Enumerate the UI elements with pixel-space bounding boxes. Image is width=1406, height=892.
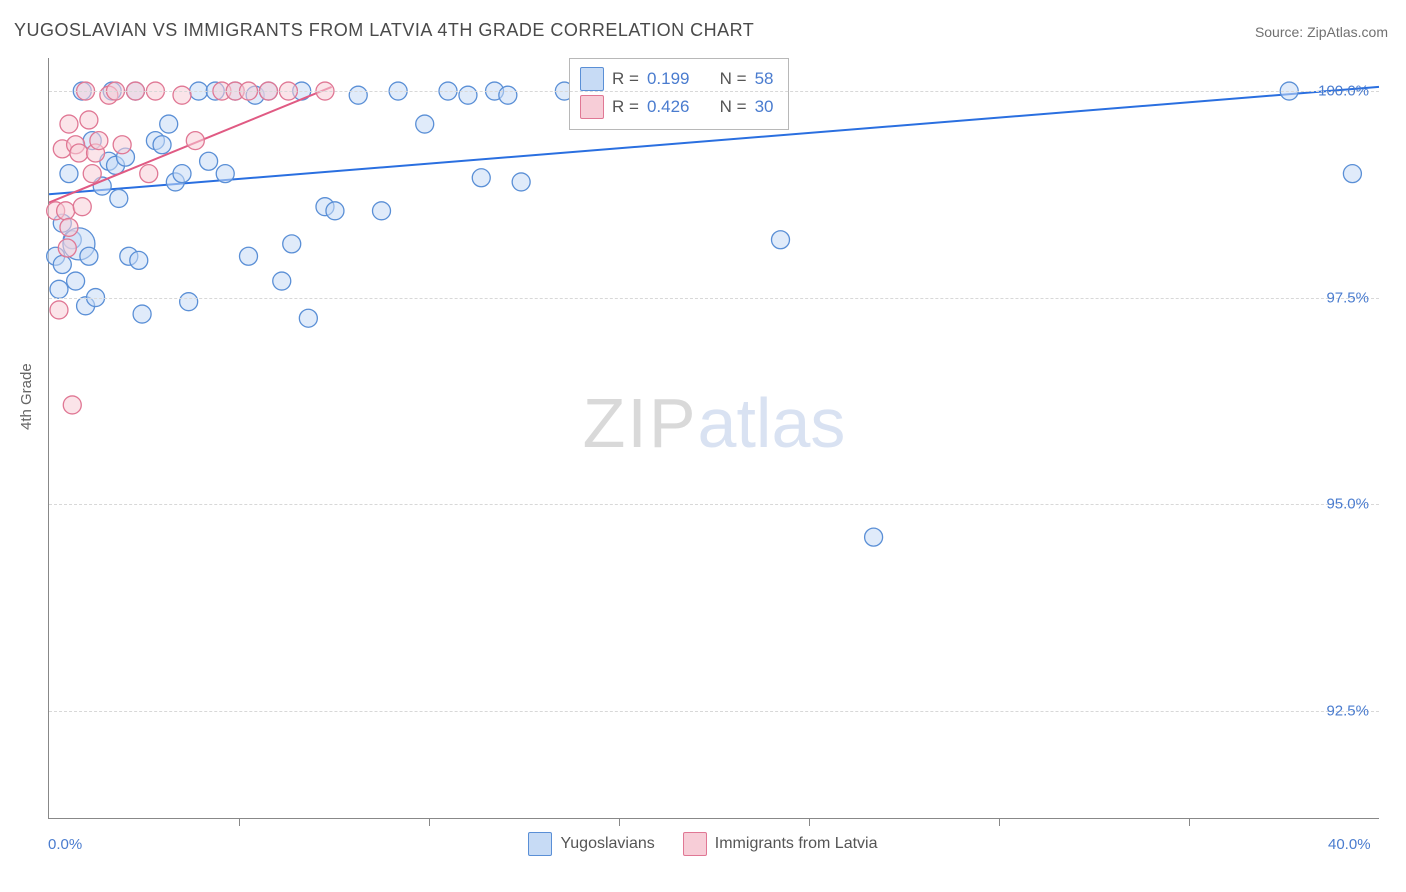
- x-tick-mark: [1189, 818, 1190, 826]
- data-point: [180, 293, 198, 311]
- gridline-h: [49, 504, 1379, 505]
- gridline-h: [49, 91, 1379, 92]
- data-point: [80, 111, 98, 129]
- correlation-statbox: R = 0.199 N = 58R = 0.426 N = 30: [569, 58, 789, 130]
- legend-label: Yugoslavians: [560, 835, 654, 853]
- data-point: [133, 305, 151, 323]
- data-point: [416, 115, 434, 133]
- data-point: [153, 136, 171, 154]
- data-point: [60, 115, 78, 133]
- y-tick-label: 97.5%: [1326, 289, 1369, 306]
- legend-swatch: [580, 95, 604, 119]
- data-point: [373, 202, 391, 220]
- legend-item: Immigrants from Latvia: [683, 832, 878, 856]
- data-point: [63, 396, 81, 414]
- plot-area: ZIPatlas R = 0.199 N = 58R = 0.426 N = 3…: [48, 58, 1379, 819]
- data-point: [200, 152, 218, 170]
- legend-label: Immigrants from Latvia: [715, 835, 878, 853]
- data-point: [50, 280, 68, 298]
- stat-label: R =: [612, 97, 639, 117]
- data-point: [160, 115, 178, 133]
- x-tick-label-right: 40.0%: [1328, 836, 1371, 853]
- data-point: [326, 202, 344, 220]
- data-point: [80, 247, 98, 265]
- gridline-h: [49, 298, 1379, 299]
- stat-label: N =: [720, 69, 747, 89]
- data-point: [60, 165, 78, 183]
- stat-label: N =: [720, 97, 747, 117]
- x-tick-mark: [999, 818, 1000, 826]
- stat-N-value: 58: [755, 69, 774, 89]
- chart-container: YUGOSLAVIAN VS IMMIGRANTS FROM LATVIA 4T…: [0, 0, 1406, 892]
- x-tick-mark: [429, 818, 430, 826]
- statbox-row: R = 0.426 N = 30: [580, 93, 774, 121]
- x-tick-mark: [619, 818, 620, 826]
- x-tick-label-left: 0.0%: [48, 836, 82, 853]
- data-point: [53, 256, 71, 274]
- legend-swatch: [580, 67, 604, 91]
- data-point: [459, 86, 477, 104]
- x-tick-mark: [239, 818, 240, 826]
- stat-R-value: 0.199: [647, 69, 690, 89]
- data-point: [110, 189, 128, 207]
- data-point: [865, 528, 883, 546]
- data-point: [70, 144, 88, 162]
- legend-item: Yugoslavians: [528, 832, 654, 856]
- data-point: [140, 165, 158, 183]
- data-point: [58, 239, 76, 257]
- data-point: [173, 165, 191, 183]
- data-point: [299, 309, 317, 327]
- data-point: [60, 218, 78, 236]
- data-point: [512, 173, 530, 191]
- data-point: [772, 231, 790, 249]
- data-point: [472, 169, 490, 187]
- chart-title: YUGOSLAVIAN VS IMMIGRANTS FROM LATVIA 4T…: [14, 20, 754, 41]
- data-point: [1343, 165, 1361, 183]
- data-point: [173, 86, 191, 104]
- scatter-svg: [49, 58, 1379, 818]
- stat-label: R =: [612, 69, 639, 89]
- gridline-h: [49, 711, 1379, 712]
- source-attribution: Source: ZipAtlas.com: [1255, 24, 1388, 40]
- data-point: [499, 86, 517, 104]
- statbox-row: R = 0.199 N = 58: [580, 65, 774, 93]
- data-point: [240, 247, 258, 265]
- data-point: [349, 86, 367, 104]
- data-point: [50, 301, 68, 319]
- data-point: [67, 272, 85, 290]
- stat-N-value: 30: [755, 97, 774, 117]
- data-point: [273, 272, 291, 290]
- y-tick-label: 92.5%: [1326, 702, 1369, 719]
- x-tick-mark: [809, 818, 810, 826]
- stat-R-value: 0.426: [647, 97, 690, 117]
- data-point: [73, 198, 91, 216]
- data-point: [186, 132, 204, 150]
- data-point: [283, 235, 301, 253]
- data-point: [113, 136, 131, 154]
- bottom-legend: Yugoslavians Immigrants from Latvia: [0, 832, 1406, 856]
- legend-swatch: [683, 832, 707, 856]
- y-tick-label: 95.0%: [1326, 496, 1369, 513]
- data-point: [57, 202, 75, 220]
- y-axis-label: 4th Grade: [18, 363, 35, 430]
- y-tick-label: 100.0%: [1318, 83, 1369, 100]
- legend-swatch: [528, 832, 552, 856]
- data-point: [130, 251, 148, 269]
- data-point: [216, 165, 234, 183]
- data-point: [83, 165, 101, 183]
- data-point: [90, 132, 108, 150]
